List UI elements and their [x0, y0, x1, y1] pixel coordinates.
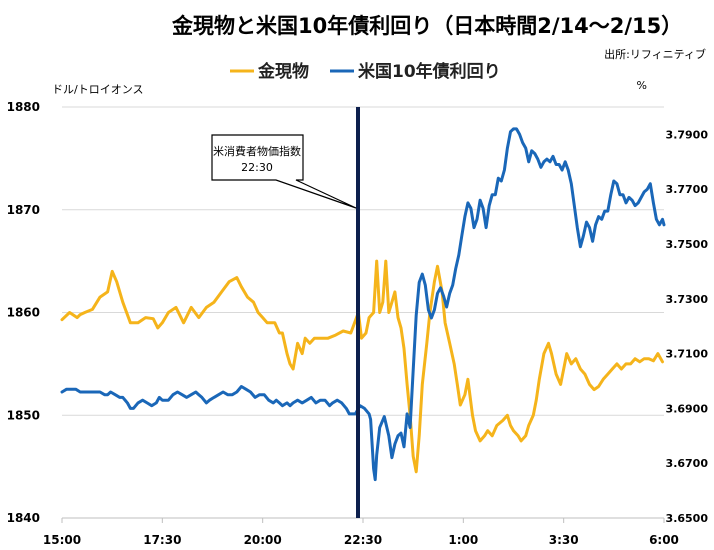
- annotation-callout: 米消費者物価指数 22:30: [211, 134, 357, 209]
- left-tick-label: 1840: [7, 511, 40, 525]
- chart-title: 金現物と米国10年債利回り（日本時間2/14～2/15）: [171, 14, 682, 38]
- left-tick-label: 1850: [7, 408, 40, 422]
- x-tick-label: 6:00: [649, 533, 679, 547]
- right-tick-label: 3.6900: [666, 402, 709, 415]
- callout-line-2: 22:30: [241, 161, 273, 174]
- legend-label-gold: 金現物: [257, 61, 309, 82]
- series-line-yield: [60, 127, 666, 482]
- legend: 金現物 米国10年債利回り: [230, 61, 501, 82]
- right-tick-label: 3.7500: [666, 238, 709, 251]
- x-tick-label: 3:30: [549, 533, 579, 547]
- x-tick-label: 17:30: [143, 533, 181, 547]
- legend-label-yield: 米国10年債利回り: [358, 61, 501, 82]
- callout-box: [211, 134, 357, 209]
- right-tick-label: 3.7900: [666, 128, 709, 141]
- left-tick-label: 1870: [7, 203, 40, 217]
- series-lines: [60, 127, 666, 482]
- series-line-gold: [60, 259, 664, 474]
- right-tick-label: 3.6700: [666, 457, 709, 470]
- x-tick-label: 22:30: [344, 533, 382, 547]
- left-tick-label: 1880: [7, 100, 40, 114]
- callout-line-1: 米消費者物価指数: [213, 144, 301, 158]
- left-axis-unit: ドル/トロイオンス: [52, 83, 144, 96]
- source-note: 出所:リフィニティブ: [604, 47, 706, 61]
- right-tick-label: 3.7700: [666, 183, 709, 196]
- left-axis-ticks: 1840 1850 1860 1870 1880: [7, 100, 40, 525]
- left-tick-label: 1860: [7, 306, 40, 320]
- right-tick-label: 3.7300: [666, 293, 709, 306]
- x-tick-label: 15:00: [43, 533, 81, 547]
- x-tick-label: 20:00: [244, 533, 282, 547]
- right-axis-ticks: 3.6500 3.6700 3.6900 3.7100 3.7300 3.7500 3.77…: [666, 128, 709, 525]
- right-tick-label: 3.6500: [666, 512, 709, 525]
- right-axis-unit: %: [637, 79, 647, 92]
- right-tick-label: 3.7100: [666, 348, 709, 361]
- x-axis-ticks: 15:00 17:30 20:00 22:30 1:00 3:30 6:00: [43, 518, 679, 547]
- x-tick-label: 1:00: [448, 533, 478, 547]
